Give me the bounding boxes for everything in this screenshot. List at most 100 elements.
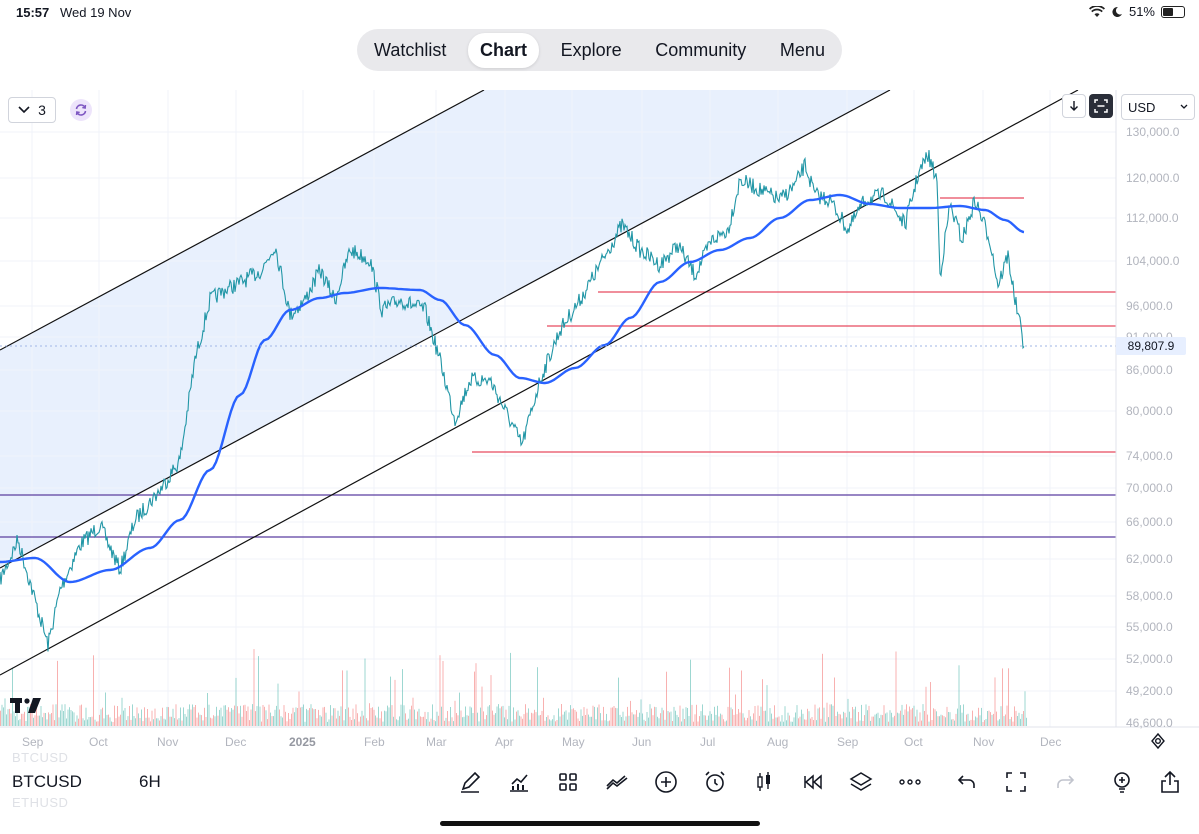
volume-bar [951, 719, 952, 726]
settings-icon[interactable] [1149, 732, 1167, 750]
volume-bar [219, 709, 220, 726]
volume-bar [1015, 710, 1017, 726]
layers-button[interactable] [848, 769, 874, 795]
volume-bar [3, 707, 4, 726]
volume-bars [0, 649, 1027, 726]
volume-bar [180, 707, 181, 726]
volume-bar [73, 712, 75, 726]
volume-bar [789, 715, 790, 726]
volume-bar [483, 711, 484, 726]
volume-bar [594, 706, 595, 726]
volume-bar [418, 708, 420, 726]
currency-select[interactable]: USD [1121, 94, 1195, 120]
volume-bar [955, 713, 957, 726]
interval-selector[interactable]: 6H [139, 772, 161, 791]
volume-bar [894, 715, 895, 726]
volume-bar [477, 712, 478, 726]
templates-button[interactable] [555, 769, 581, 795]
volume-bar [345, 709, 346, 726]
time-axis[interactable]: Sep Oct Nov Dec 2025 Feb Mar Apr May Jun… [22, 735, 1061, 749]
volume-bar [996, 711, 997, 726]
volume-bar [184, 714, 186, 726]
price-chart[interactable]: 130,000.0 120,000.0 112,000.0 104,000.0 … [0, 90, 1199, 755]
volume-bar [958, 665, 960, 726]
alert-button[interactable] [702, 769, 728, 795]
status-time: 15:57 [16, 5, 50, 20]
volume-bar [991, 714, 993, 726]
layout-toggle-button[interactable]: 3 [8, 97, 56, 123]
volume-bar [214, 716, 216, 726]
volume-bar [159, 720, 160, 726]
volume-bar [99, 714, 100, 726]
volume-bar [759, 715, 760, 726]
volume-bar [75, 721, 76, 726]
time-tick: Dec [225, 735, 246, 749]
volume-bar [900, 710, 901, 726]
time-tick: 2025 [289, 735, 316, 749]
volume-bar [727, 706, 729, 726]
fullscreen-button[interactable] [1003, 769, 1029, 795]
volume-bar [544, 720, 546, 726]
price-tick: 52,000.0 [1126, 652, 1173, 666]
volume-bar [726, 720, 727, 726]
battery-fill [1163, 7, 1173, 16]
volume-bar [762, 679, 763, 726]
price-axis[interactable]: 130,000.0 120,000.0 112,000.0 104,000.0 … [1126, 125, 1180, 730]
price-series [0, 150, 1025, 652]
publish-idea-button[interactable] [1109, 769, 1135, 795]
volume-bar [811, 717, 813, 726]
volume-bar [4, 698, 6, 726]
tab-chart[interactable]: Chart [467, 32, 539, 68]
volume-bar [361, 710, 363, 726]
volume-bar [457, 715, 459, 726]
previous-symbol-hint: BTCUSD [12, 750, 69, 765]
volume-bar [763, 710, 765, 726]
tab-community[interactable]: Community [655, 39, 747, 60]
tab-explore[interactable]: Explore [560, 39, 622, 60]
volume-bar [631, 712, 633, 726]
volume-bar [196, 717, 198, 726]
undo-button[interactable] [954, 769, 980, 795]
volume-bar [936, 711, 937, 726]
volume-bar [63, 711, 64, 726]
draw-button[interactable] [457, 769, 483, 795]
volume-bar [414, 709, 415, 726]
add-button[interactable] [653, 769, 679, 795]
volume-bar [474, 671, 475, 726]
volume-bar [970, 719, 972, 726]
volume-bar [342, 670, 343, 726]
volume-bar [573, 708, 574, 726]
volume-bar [150, 721, 151, 726]
volume-bar [633, 714, 634, 726]
volume-bar [969, 720, 970, 726]
volume-bar [682, 708, 684, 726]
volume-bar [234, 705, 235, 726]
volume-bar [31, 704, 33, 726]
sync-button[interactable] [70, 99, 92, 121]
indicators-button[interactable] [506, 769, 532, 795]
compare-button[interactable] [604, 769, 630, 795]
volume-bar [667, 711, 669, 726]
volume-bar [400, 704, 402, 726]
volume-bar [138, 713, 139, 726]
volume-bar [907, 711, 909, 726]
symbol-selector[interactable]: BTCUSD [12, 772, 82, 791]
volume-bar [349, 716, 351, 726]
share-button[interactable] [1157, 769, 1183, 795]
volume-bar [289, 719, 291, 726]
replay-button[interactable] [800, 769, 826, 795]
scroll-to-latest-button[interactable] [1062, 94, 1086, 118]
auto-scale-button[interactable] [1089, 94, 1113, 118]
redo-button[interactable] [1052, 769, 1078, 795]
wifi-icon [1088, 5, 1105, 17]
more-button[interactable] [897, 769, 923, 795]
time-tick: Nov [157, 735, 178, 749]
volume-bar [870, 720, 871, 726]
tab-watchlist[interactable]: Watchlist [374, 39, 447, 60]
tab-menu[interactable]: Menu [779, 39, 825, 60]
volume-bar [465, 706, 466, 726]
chart-type-button[interactable] [751, 769, 777, 795]
volume-bar [277, 683, 279, 726]
time-tick: Nov [973, 735, 994, 749]
volume-bar [559, 716, 561, 726]
